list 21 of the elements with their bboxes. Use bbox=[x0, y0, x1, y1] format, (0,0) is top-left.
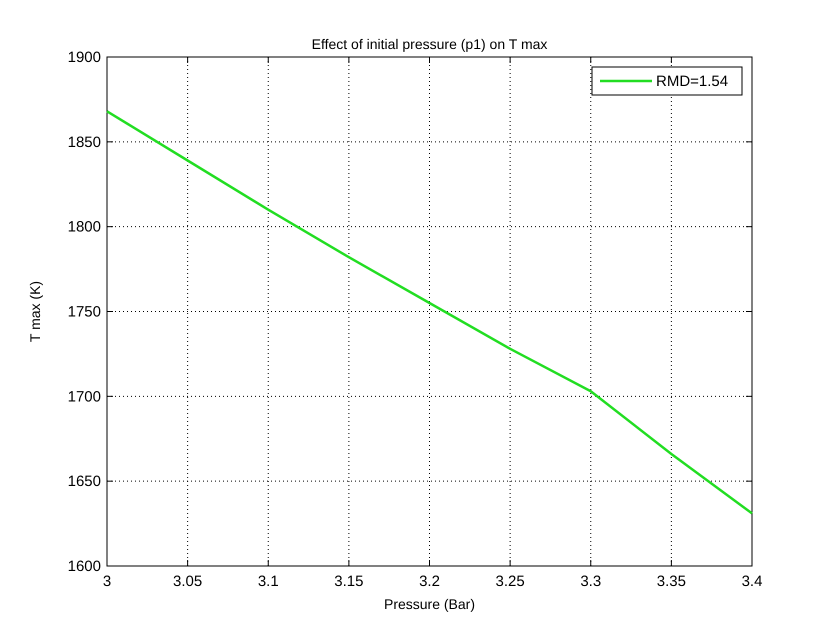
y-axis-title: T max (K) bbox=[27, 280, 43, 342]
line-series bbox=[106, 110, 754, 515]
y-tick-label: 1900 bbox=[68, 49, 101, 66]
y-tick-label: 1700 bbox=[68, 388, 101, 406]
x-tick-label: 3.1 bbox=[258, 573, 279, 590]
x-tick-label: 3 bbox=[102, 573, 112, 590]
y-tick-label: 1650 bbox=[68, 473, 101, 490]
x-tick-label: 3.25 bbox=[496, 573, 525, 590]
y-tick-label: 1600 bbox=[68, 558, 101, 575]
x-tick-label: 3.15 bbox=[334, 573, 364, 590]
legend-label: RMD=1.54 bbox=[656, 73, 728, 90]
y-tick-label: 1750 bbox=[68, 304, 101, 320]
x-tick-label: 3.35 bbox=[656, 573, 686, 590]
x-tick-label: 3.3 bbox=[580, 573, 602, 590]
x-tick-label: 3.2 bbox=[419, 573, 440, 590]
y-tick-label: 1850 bbox=[68, 134, 101, 151]
x-tick-label: 3.05 bbox=[173, 573, 202, 590]
chart-title: Effect of initial pressure (p1) on T max bbox=[312, 36, 548, 52]
x-axis-title: Pressure (Bar) bbox=[384, 596, 476, 612]
x-tick-label: 3.4 bbox=[742, 573, 762, 590]
y-tick-label: 1800 bbox=[68, 218, 101, 236]
